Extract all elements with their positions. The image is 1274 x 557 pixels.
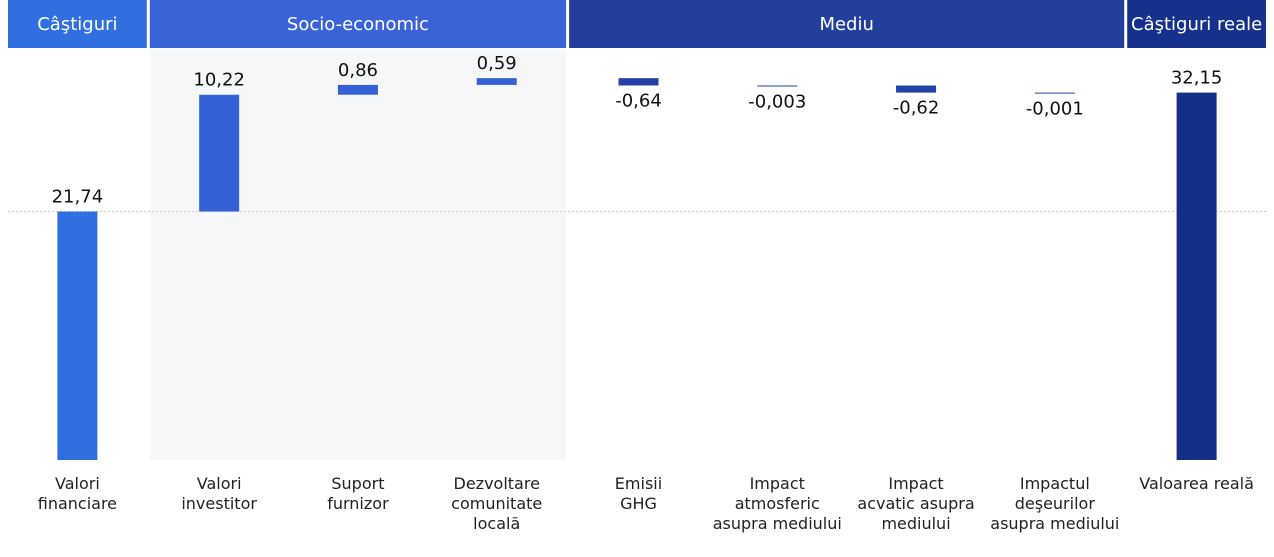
category-label: Valori financiare: [37, 474, 118, 513]
section-header: [569, 0, 1125, 48]
section-header: [1127, 0, 1266, 48]
section-title: Socio-economic: [287, 14, 429, 35]
value-label: -0,001: [1026, 99, 1084, 120]
value-label: -0,003: [748, 91, 806, 112]
bar: [896, 85, 937, 93]
bar: [57, 211, 98, 460]
category-label: Impact atmosferic asupra mediului: [712, 474, 842, 533]
bar: [1034, 92, 1075, 94]
value-label: 0,86: [338, 60, 378, 81]
value-label: -0,64: [615, 90, 662, 111]
value-label: 0,59: [477, 53, 517, 74]
bar: [757, 85, 798, 87]
section-title: Câştiguri: [37, 14, 117, 35]
value-label: -0,62: [893, 98, 940, 119]
section-header: [8, 0, 147, 48]
bar: [476, 78, 517, 85]
section-title: Câştiguri reale: [1131, 14, 1262, 35]
category-label: Impactul deşeurilor asupra mediului: [990, 474, 1120, 533]
section-header: [149, 0, 567, 48]
category-label: Impact acvatic asupra mediului: [857, 474, 975, 533]
bar: [199, 94, 240, 212]
value-label: 21,74: [52, 187, 104, 208]
category-label: Dezvoltare comunitate locală: [451, 474, 543, 533]
value-label: 32,15: [1171, 68, 1223, 89]
bar: [337, 84, 378, 95]
category-label: Valori investitor: [181, 474, 257, 513]
category-label: Suport furnizor: [327, 474, 389, 513]
section-title: Mediu: [819, 14, 873, 35]
value-label: 10,22: [193, 70, 245, 91]
bar: [618, 78, 659, 86]
category-label: Valoarea reală: [1139, 474, 1254, 493]
bar: [1176, 92, 1217, 461]
category-label: Emisii GHG: [614, 474, 663, 513]
